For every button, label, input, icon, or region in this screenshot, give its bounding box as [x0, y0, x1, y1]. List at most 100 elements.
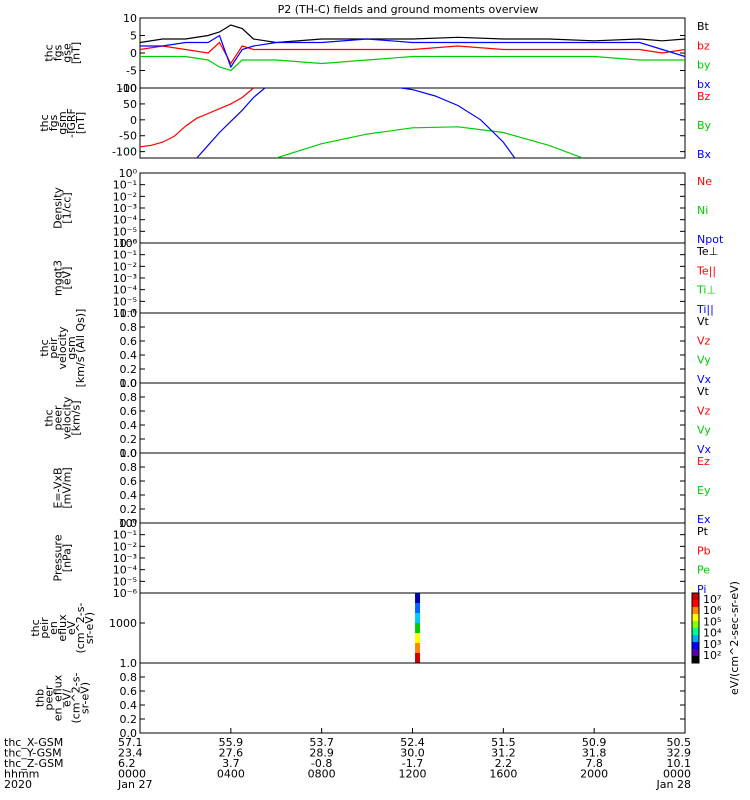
- panel-6: 1.00.80.60.40.20.0thcpeervelocity[km/s]V…: [43, 377, 712, 460]
- y-tick-label: 0.8: [120, 461, 138, 474]
- y-axis-label: thc: [43, 44, 56, 61]
- y-tick-label: 10⁻⁴: [113, 564, 138, 577]
- x-row-value: 2000: [580, 768, 608, 781]
- y-tick-label: 0.0: [120, 377, 138, 390]
- y-axis-label: [km/s (All Qs)]: [74, 309, 87, 388]
- series-group: [140, 88, 584, 158]
- colorbar-label: 10⁵: [703, 615, 721, 628]
- spectrogram-cell: [415, 593, 421, 604]
- x-row-value: 52.4: [400, 736, 425, 749]
- y-tick-label: 10⁻¹: [113, 179, 137, 192]
- series-line-bx: [196, 88, 266, 158]
- x-row-value: 57.1: [118, 736, 143, 749]
- x-row-value: 2.2: [495, 757, 513, 770]
- panel-frame: [139, 87, 686, 159]
- y-axis-label: gse: [61, 43, 74, 63]
- series-line-by: [140, 55, 685, 72]
- x-row-value: 31.2: [491, 747, 516, 760]
- y-tick-label: 0.2: [120, 363, 138, 376]
- legend-te: Te⊥: [696, 245, 718, 258]
- y-axis-label: peer: [52, 405, 65, 431]
- y-tick-label: -10: [119, 82, 137, 95]
- legend-te: Te||: [696, 264, 716, 277]
- x-row-value: 53.7: [309, 736, 334, 749]
- spectrogram-cell: [415, 643, 421, 654]
- y-axis-label: en_eflux: [52, 674, 65, 721]
- colorbar-label: 10³: [703, 638, 721, 651]
- colorbar-swatch: [692, 642, 699, 650]
- x-row-label: hhmm: [4, 768, 39, 781]
- legend-bz: bz: [697, 39, 710, 52]
- x-row-value: 1600: [489, 768, 517, 781]
- y-axis-label: thc: [29, 619, 42, 636]
- x-row-value: 7.8: [585, 757, 603, 770]
- y-axis-label: E=-VxB: [52, 467, 65, 508]
- spectrogram-cell: [415, 633, 421, 644]
- legend-pb: Pb: [697, 544, 711, 557]
- x-row-value: 32.9: [667, 747, 692, 760]
- legend-pt: Pt: [697, 525, 709, 538]
- colorbar-swatch: [692, 600, 699, 608]
- y-tick-label: 0.2: [120, 503, 138, 516]
- legend-vy: Vy: [697, 424, 711, 437]
- x-row-label: thc_Z-GSM: [4, 757, 64, 770]
- legend-pi: Pi: [697, 583, 706, 596]
- y-axis-label: fgs: [47, 114, 60, 131]
- y-axis-label: thc: [38, 339, 51, 356]
- y-axis-label: eV: [65, 620, 78, 635]
- colorbar-label: 10⁷: [703, 593, 721, 606]
- colorbar-swatch: [692, 628, 699, 636]
- panels-group: 1050-5-10thcfgsgse[nT]Btbzbybx100500-50-…: [29, 12, 741, 740]
- y-tick-label: 10⁻⁶: [113, 587, 138, 600]
- chart-title: P2 (TH-C) fields and ground moments over…: [278, 3, 539, 16]
- x-row-value: Jan 28: [656, 778, 691, 791]
- series-line-bz: [140, 41, 685, 65]
- y-tick-label: 0.6: [120, 685, 138, 698]
- colorbar-label: 10⁴: [703, 627, 722, 640]
- legend-ni: Ni: [697, 204, 708, 217]
- y-axis-label: thc: [38, 114, 51, 131]
- legend-ti: Ti⊥: [696, 284, 716, 297]
- x-row-value: 50.5: [667, 736, 692, 749]
- legend-ex: Ex: [697, 513, 711, 526]
- spectrogram-cell: [415, 653, 421, 664]
- legend-ti: Ti||: [696, 303, 714, 316]
- x-row-value: 0800: [308, 768, 336, 781]
- x-row-value: 28.9: [309, 747, 334, 760]
- x-row-value: 50.9: [582, 736, 607, 749]
- y-tick-label: 0: [130, 47, 137, 60]
- legend-vx: Vx: [697, 373, 712, 386]
- y-tick-label: -100: [112, 146, 137, 159]
- y-axis-label: -IGRF: [65, 108, 78, 138]
- y-tick-label: 10⁻⁵: [113, 225, 137, 238]
- legend-by: by: [697, 59, 711, 72]
- y-axis-label: peir: [38, 617, 51, 639]
- y-axis-label: peir: [47, 337, 60, 359]
- y-tick-label: 10⁻⁶: [113, 237, 138, 250]
- colorbar-swatch: [692, 635, 699, 643]
- y-axis-label: [nT]: [70, 42, 83, 64]
- y-tick-label: 10⁻³: [113, 202, 137, 215]
- x-axis-group: thc_X-GSM 57.1 55.9 53.7 52.4 51.5 50.9 50.5 thc…: [4, 728, 691, 791]
- x-row-value: 27.6: [219, 747, 244, 760]
- series-line-bz: [140, 88, 254, 148]
- y-tick-label: 1000: [109, 617, 137, 630]
- y-axis-label: thc: [43, 409, 56, 426]
- y-tick-label: 10⁰: [119, 167, 138, 180]
- series-line-bx: [140, 34, 685, 69]
- y-tick-label: 10⁻³: [113, 272, 137, 285]
- y-tick-label: 1.0: [120, 657, 138, 670]
- y-tick-label: 0.8: [120, 391, 138, 404]
- colorbar-title: eV/(cm^2-sec-sr-eV): [728, 581, 741, 695]
- y-tick-label: 1.0: [120, 447, 138, 460]
- y-tick-label: 10⁻³: [113, 552, 137, 565]
- y-axis-label: Density: [52, 187, 65, 229]
- x-row-value: 6.2: [118, 757, 136, 770]
- y-axis-label: [nT]: [74, 112, 87, 134]
- colorbar-swatch: [692, 656, 699, 664]
- y-tick-label: 0.0: [120, 517, 138, 530]
- x-row-value: 3.7: [222, 757, 240, 770]
- y-tick-label: 0.0: [120, 447, 138, 460]
